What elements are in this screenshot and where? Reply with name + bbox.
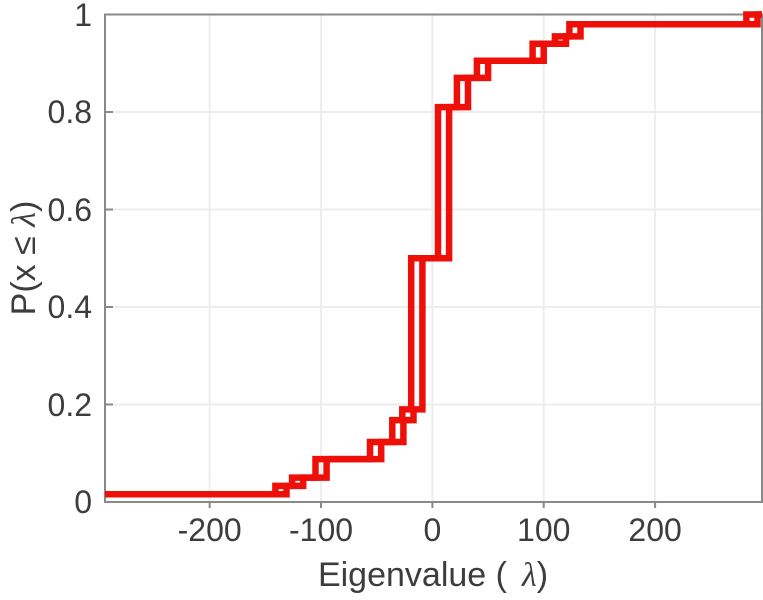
y-tick-label: 0.6	[47, 191, 92, 228]
ecdf-curve-2	[105, 11, 762, 498]
lambda-symbol: λ	[521, 557, 537, 594]
tick-marks	[105, 13, 657, 508]
x-tick-label: 200	[628, 512, 682, 548]
ecdf-curve-1	[105, 11, 762, 498]
y-axis-label-text: P(x ≤	[5, 226, 43, 316]
y-tick-label: 0.8	[47, 94, 92, 130]
y-axis-label-close-paren: )	[5, 200, 43, 213]
y-tick-label: 0.2	[47, 386, 92, 423]
axis-box	[104, 13, 763, 503]
y-tick-label: 0.4	[47, 289, 92, 325]
y-axis-label: P(x ≤ λ)	[5, 78, 49, 438]
x-axis-label-text: Eigenvalue (	[317, 556, 507, 594]
y-tick-label: 0	[74, 484, 92, 520]
x-tick-label: 100	[517, 512, 571, 548]
x-tick-label: 0	[423, 512, 442, 548]
y-tick-label: 1	[74, 0, 92, 33]
x-tick-label: -200	[177, 512, 242, 548]
x-axis-label: Eigenvalue ( λ)	[233, 556, 633, 595]
lambda-symbol: λ	[6, 212, 43, 227]
x-axis-label-close-paren: )	[536, 556, 549, 594]
x-tick-label: -100	[288, 512, 354, 548]
